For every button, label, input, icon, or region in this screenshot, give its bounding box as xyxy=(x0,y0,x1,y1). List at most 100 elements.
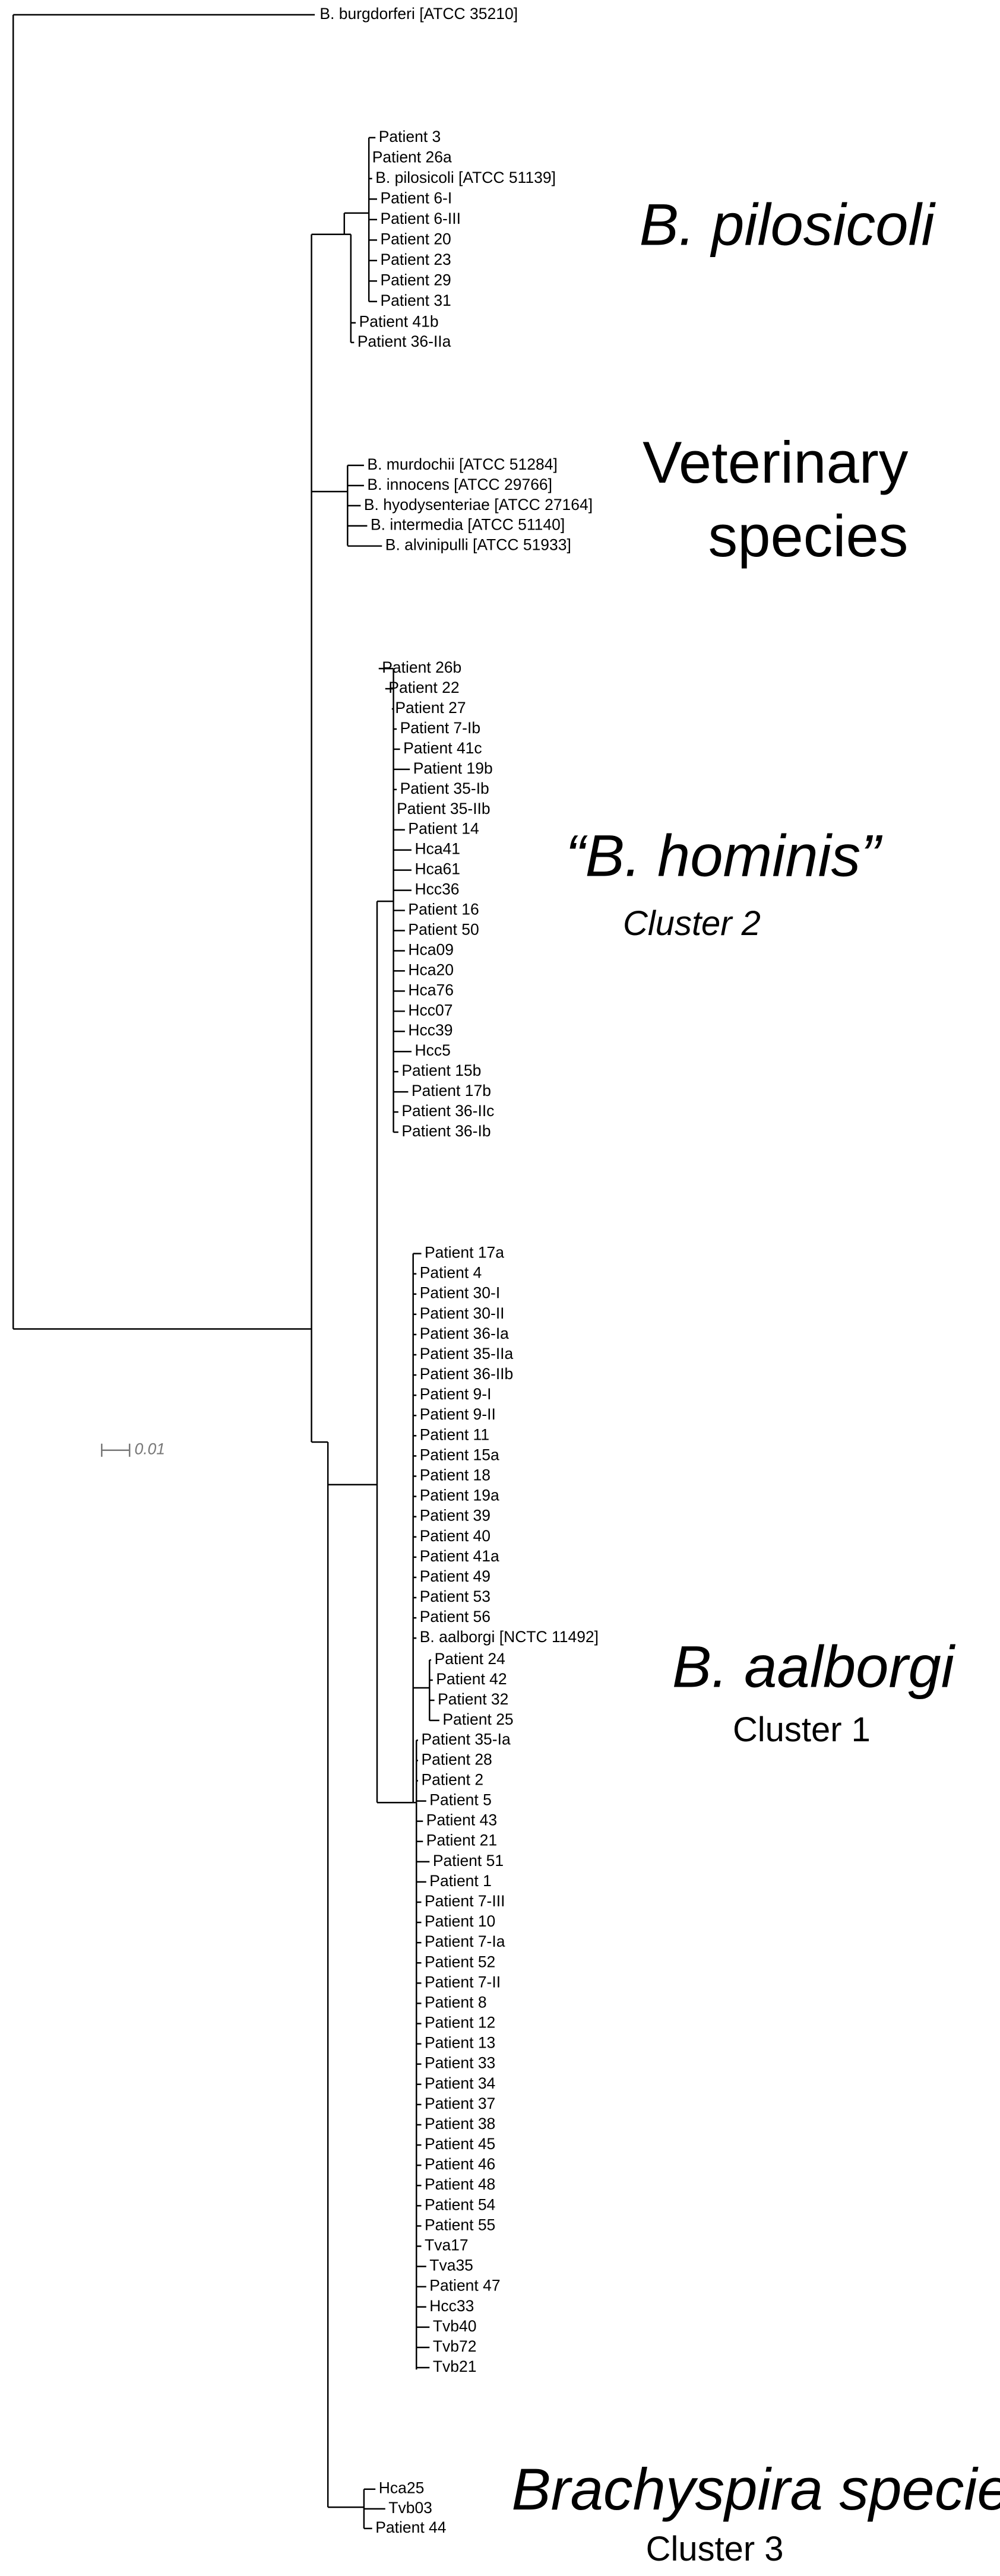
leaf-label: Patient 46 xyxy=(425,2155,495,2173)
leaf-label: Patient 37 xyxy=(425,2095,495,2112)
leaf-label: Patient 4 xyxy=(420,1264,482,1282)
leaf-label: Patient 36-IIc xyxy=(401,1102,494,1120)
leaf-label: Patient 29 xyxy=(381,271,451,289)
leaf-label: Patient 30-I xyxy=(420,1284,500,1302)
leaf-label: Patient 36-Ib xyxy=(401,1122,490,1140)
leaf-label: Patient 26b xyxy=(382,658,461,676)
leaf-label: Patient 8 xyxy=(425,1993,487,2011)
leaf-label: Patient 5 xyxy=(429,1791,492,1809)
leaf-label: B. aalborgi [NCTC 11492] xyxy=(420,1628,599,1646)
leaf-label: Patient 35-IIb xyxy=(397,800,490,818)
leaf-label: Patient 35-Ib xyxy=(400,780,489,797)
leaf-label: Tvb03 xyxy=(388,2499,432,2517)
leaf-label: Patient 32 xyxy=(438,1690,508,1708)
leaf-label: Patient 16 xyxy=(408,901,479,918)
leaf-label: Patient 14 xyxy=(408,820,479,838)
leaf-label: Patient 48 xyxy=(425,2175,495,2193)
leaf-label: Hca41 xyxy=(414,840,460,858)
leaf-label: Hcc07 xyxy=(408,1001,452,1019)
clade-subtitle: Cluster 3 xyxy=(646,2530,784,2568)
leaf-label: Patient 40 xyxy=(420,1527,490,1545)
leaf-label: Tvb40 xyxy=(433,2317,477,2335)
leaf-label: Hca20 xyxy=(408,961,454,978)
leaf-label: Patient 7-Ib xyxy=(400,719,480,737)
leaf-label: Patient 27 xyxy=(395,699,466,717)
leaf-label: Patient 1 xyxy=(429,1872,492,1890)
leaf-label: Patient 17b xyxy=(412,1082,491,1100)
leaf-label: Patient 15b xyxy=(401,1062,481,1079)
leaf-label: Patient 7-II xyxy=(425,1973,501,1991)
leaf-label: Patient 15a xyxy=(420,1446,499,1463)
leaf-label: Patient 23 xyxy=(381,251,451,268)
leaf-label: Hca25 xyxy=(379,2479,425,2497)
leaf-label: Patient 43 xyxy=(426,1811,497,1829)
leaf-label: Patient 33 xyxy=(425,2054,495,2072)
leaf-label: B. murdochii [ATCC 51284] xyxy=(367,455,557,473)
leaf-label: Patient 36-Ia xyxy=(420,1325,509,1342)
leaf-label: Patient 9-II xyxy=(420,1405,496,1423)
leaf-label: Tva35 xyxy=(429,2257,473,2274)
leaf-label: Patient 19b xyxy=(413,759,493,777)
leaf-label: Tvb72 xyxy=(433,2337,477,2355)
clade-title: B. aalborgi xyxy=(672,1634,956,1700)
leaf-label: Patient 36-IIa xyxy=(357,332,451,350)
clade-subtitle: Cluster 2 xyxy=(623,905,761,943)
leaf-label: Patient 10 xyxy=(425,1912,495,1930)
leaf-label: Patient 55 xyxy=(425,2216,495,2233)
leaf-label: Hcc33 xyxy=(429,2297,474,2315)
leaf-label: Patient 6-I xyxy=(381,189,452,207)
leaf-label: Tva17 xyxy=(425,2236,469,2254)
leaf-label: Patient 47 xyxy=(429,2277,500,2295)
leaf-label: Patient 35-Ia xyxy=(422,1730,511,1748)
leaf-label: Hca76 xyxy=(408,981,454,999)
leaf-label: Patient 11 xyxy=(420,1425,489,1443)
leaf-label: Patient 41c xyxy=(403,739,482,757)
leaf-label: Patient 2 xyxy=(422,1770,484,1788)
leaf-label: Patient 25 xyxy=(442,1710,513,1728)
leaf-label: Patient 18 xyxy=(420,1466,490,1484)
leaf-label: Patient 41a xyxy=(420,1547,499,1565)
clade-title: species xyxy=(708,503,909,569)
leaf-label: B. alvinipulli [ATCC 51933] xyxy=(385,536,571,554)
leaf-label: Hca09 xyxy=(408,940,454,958)
leaf-label: Patient 6-III xyxy=(381,210,461,227)
leaf-label: B. innocens [ATCC 29766] xyxy=(367,476,552,493)
leaf-label: Patient 28 xyxy=(422,1750,492,1768)
outgroup-label: B. burgdorferi [ATCC 35210] xyxy=(319,5,518,23)
leaf-label: Patient 7-III xyxy=(425,1892,505,1910)
clade-title: Veterinary xyxy=(643,430,909,496)
leaf-label: Patient 53 xyxy=(420,1588,490,1605)
leaf-label: Patient 26a xyxy=(372,148,452,166)
scale-bar-label: 0.01 xyxy=(134,1440,165,1458)
leaf-label: Patient 38 xyxy=(425,2115,495,2133)
leaf-label: Hcc5 xyxy=(414,1041,450,1059)
leaf-label: Patient 45 xyxy=(425,2135,495,2153)
clade-title: “B. hominis” xyxy=(565,823,882,889)
leaf-label: Patient 44 xyxy=(375,2518,446,2536)
leaf-label: Patient 19a xyxy=(420,1487,499,1504)
leaf-label: Patient 17a xyxy=(425,1244,504,1262)
leaf-label: Patient 42 xyxy=(436,1670,507,1688)
leaf-label: Hca61 xyxy=(414,860,460,878)
leaf-label: Patient 12 xyxy=(425,2014,495,2032)
leaf-label: Patient 36-IIb xyxy=(420,1365,514,1383)
leaf-label: Patient 51 xyxy=(433,1852,504,1870)
leaf-label: Patient 24 xyxy=(435,1650,505,1668)
leaf-label: Hcc36 xyxy=(414,880,459,898)
leaf-label: Patient 9-I xyxy=(420,1385,492,1403)
clade-title: B. pilosicoli xyxy=(640,192,936,258)
leaf-label: B. intermedia [ATCC 51140] xyxy=(371,516,565,534)
leaf-label: Patient 35-IIa xyxy=(420,1345,514,1363)
clade-title: Brachyspira species xyxy=(511,2457,1000,2523)
leaf-label: Patient 34 xyxy=(425,2074,495,2092)
leaf-label: Patient 20 xyxy=(381,230,451,248)
leaf-label: Patient 56 xyxy=(420,1608,490,1626)
leaf-label: Patient 54 xyxy=(425,2195,495,2213)
leaf-label: Patient 21 xyxy=(426,1832,497,1849)
leaf-label: Patient 49 xyxy=(420,1567,490,1585)
leaf-label: Patient 22 xyxy=(388,679,459,696)
leaf-label: B. hyodysenteriae [ATCC 27164] xyxy=(364,496,593,514)
leaf-label: Patient 39 xyxy=(420,1507,490,1525)
